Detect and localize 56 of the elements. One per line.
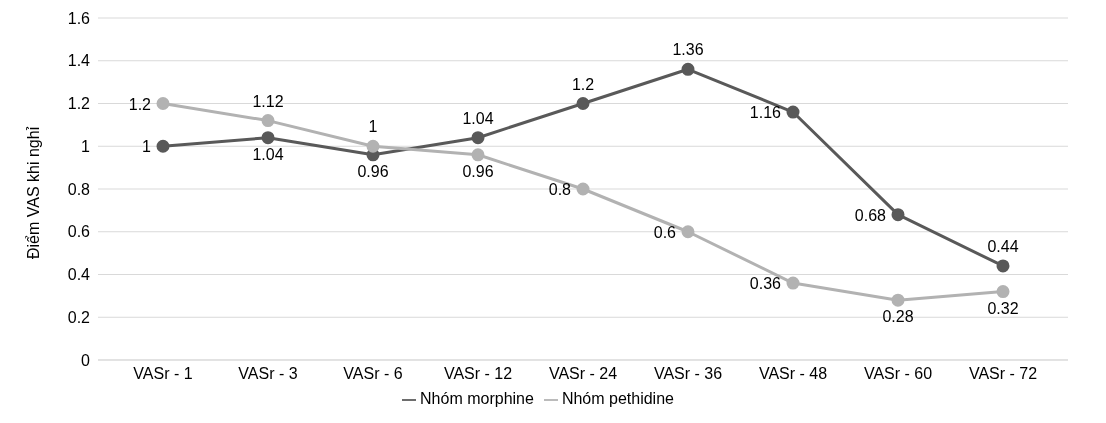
point: [891, 293, 905, 307]
point: [786, 276, 800, 290]
y-tick-label: 0.8: [67, 180, 91, 198]
point: [261, 131, 275, 145]
point: [891, 208, 905, 222]
point: [366, 139, 380, 153]
data-label: 0.96: [462, 162, 494, 180]
legend-label: Nhóm morphine: [420, 390, 534, 407]
data-label: 0.36: [749, 275, 782, 293]
x-tick-label: VASr - 36: [653, 365, 723, 383]
x-tick-label: VASr - 12: [443, 365, 513, 383]
x-tick-label: VASr - 3: [238, 365, 298, 383]
point: [786, 105, 800, 119]
data-label: 1.04: [462, 109, 494, 127]
data-label: 0.44: [987, 237, 1019, 255]
point: [576, 182, 590, 196]
data-label: 1: [142, 138, 152, 156]
data-label: 1.16: [749, 104, 782, 122]
data-label: 0.68: [854, 206, 887, 224]
x-tick-label: VASr - 24: [548, 365, 618, 383]
data-label: 1.2: [128, 95, 152, 113]
data-label: 0.28: [882, 308, 914, 326]
point: [681, 62, 695, 76]
data-label: 1.12: [252, 92, 284, 110]
data-label: 1.2: [571, 75, 595, 93]
data-label: 1.36: [672, 41, 704, 59]
y-tick-label: 1.2: [67, 95, 91, 113]
point: [471, 148, 485, 162]
point: [471, 131, 485, 145]
x-tick-label: VASr - 1: [133, 365, 193, 383]
x-tick-label: VASr - 72: [968, 365, 1038, 383]
data-label: 0.96: [357, 162, 389, 180]
x-tick-label: VASr - 60: [863, 365, 933, 383]
data-label: 1.04: [252, 145, 284, 163]
y-tick-label: 1: [81, 137, 91, 155]
data-label: 0.8: [548, 181, 572, 198]
y-tick-label: 1.6: [67, 9, 91, 27]
point: [156, 139, 170, 153]
point: [996, 259, 1010, 273]
data-label: 0.32: [987, 299, 1019, 317]
y-tick-label: 0: [81, 351, 91, 369]
point: [156, 97, 170, 110]
x-tick-label: VASr - 48: [758, 365, 828, 383]
data-label: 1: [368, 118, 378, 136]
legend-label: Nhóm pethidine: [561, 390, 674, 407]
y-tick-label: 0.4: [67, 266, 91, 284]
y-tick-label: 0.2: [67, 308, 91, 326]
y-tick-label: 1.4: [67, 52, 91, 70]
data-label: 0.6: [653, 223, 677, 241]
point: [576, 97, 590, 110]
point: [996, 285, 1010, 299]
point: [681, 225, 695, 239]
point: [261, 114, 275, 128]
y-tick-label: 0.6: [67, 223, 91, 241]
y-axis-title: Điểm VAS khi nghỉ: [24, 126, 42, 259]
x-tick-label: VASr - 6: [343, 365, 403, 383]
